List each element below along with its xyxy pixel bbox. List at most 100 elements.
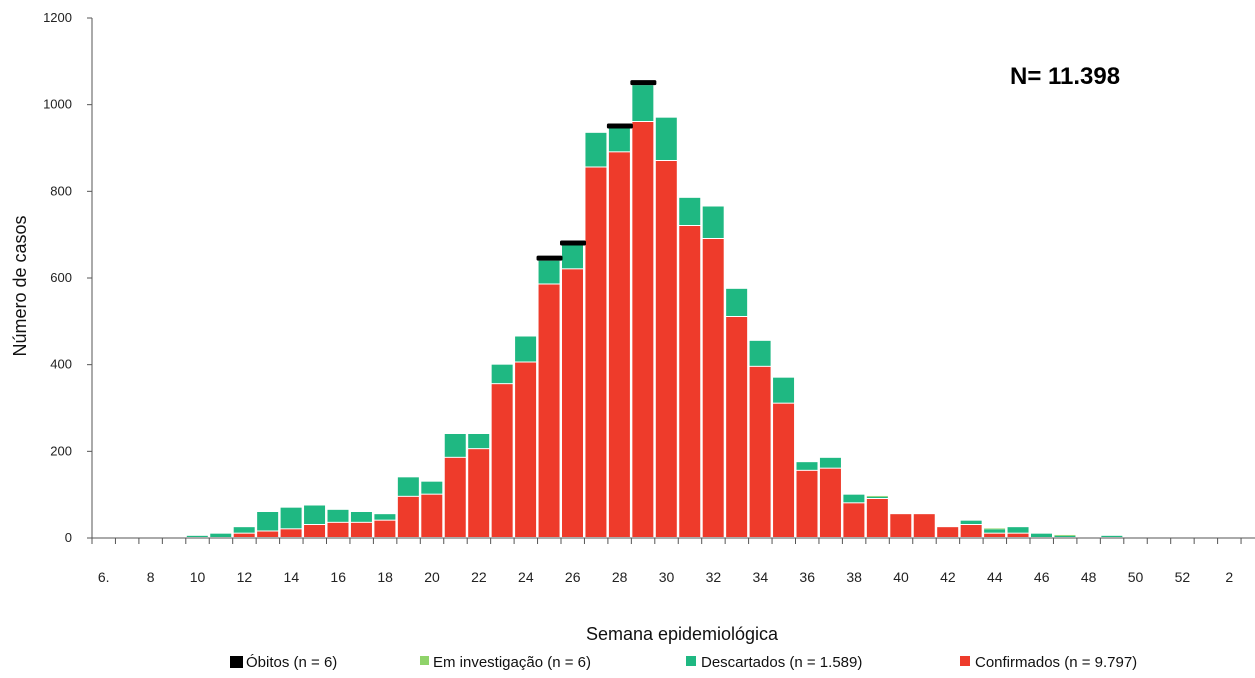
bar-confirmados-week-25	[538, 284, 560, 537]
legend-item-descartados: Descartados (n = 1.589)	[686, 654, 862, 671]
bar-confirmados-week-13	[257, 531, 279, 537]
bar-confirmados-week-28	[608, 152, 630, 538]
bar-descartados-week-23	[491, 364, 513, 384]
bar-descartados-week-26	[562, 245, 583, 269]
bar-confirmados-week-18	[374, 520, 396, 537]
legend-label-confirmados: Confirmados (n = 9.797)	[975, 654, 1137, 671]
x-tick-label: 14	[284, 569, 300, 585]
legend-label-descartados: Descartados (n = 1.589)	[701, 654, 862, 671]
bar-investigacao-week-39	[866, 495, 888, 497]
bar-descartados-week-30	[655, 117, 677, 160]
bar-descartados-week-33	[726, 288, 748, 316]
bar-descartados-week-12	[233, 527, 255, 533]
x-tick-label: 20	[424, 569, 440, 585]
bar-confirmados-week-23	[491, 384, 513, 537]
legend-label-investigacao: Em investigação (n = 6)	[433, 654, 591, 671]
bar-confirmados-week-43	[960, 525, 982, 537]
y-tick-label: 200	[50, 443, 72, 458]
bar-descartados-week-37	[819, 457, 841, 468]
y-axis-title: Número de casos	[10, 215, 30, 356]
legend-item-obitos: Óbitos (n = 6)	[230, 654, 337, 671]
x-tick-label: 38	[846, 569, 862, 585]
bar-descartados-week-28	[608, 128, 630, 152]
bar-descartados-week-24	[515, 336, 537, 362]
bar-confirmados-week-17	[350, 522, 372, 537]
x-tick-label: 28	[612, 569, 628, 585]
bar-descartados-week-39	[866, 496, 888, 498]
x-tick-label: 48	[1081, 569, 1097, 585]
bar-confirmados-week-41	[913, 514, 935, 537]
bar-confirmados-week-21	[444, 457, 466, 537]
bar-confirmados-week-38	[843, 503, 865, 537]
x-tick-label: 50	[1128, 569, 1144, 585]
death-marker-week-26	[560, 240, 586, 246]
bar-confirmados-week-12	[233, 533, 255, 537]
bar-descartados-week-25	[538, 260, 560, 284]
y-tick-label: 1200	[43, 10, 72, 25]
death-marker-week-28	[606, 123, 633, 129]
bar-descartados-week-27	[585, 132, 607, 167]
legend: Óbitos (n = 6) Em investigação (n = 6) D…	[230, 654, 1137, 671]
bar-confirmados-week-14	[280, 529, 302, 537]
bar-confirmados-week-20	[421, 494, 443, 537]
bar-descartados-week-47	[1054, 535, 1076, 537]
legend-swatch-descartados	[686, 656, 696, 666]
legend-swatch-investigacao	[420, 656, 429, 665]
x-tick-label: 42	[940, 569, 956, 585]
bar-confirmados-week-42	[937, 527, 959, 537]
x-tick-label: 36	[799, 569, 815, 585]
bar-confirmados-week-29	[632, 122, 654, 537]
bar-descartados-week-13	[257, 512, 279, 531]
bar-confirmados-week-24	[515, 362, 537, 537]
legend-item-confirmados: Confirmados (n = 9.797)	[960, 654, 1137, 671]
x-tick-label: 18	[377, 569, 393, 585]
legend-item-investigacao: Em investigação (n = 6)	[420, 654, 591, 671]
x-tick-label: 46	[1034, 569, 1050, 585]
x-tick-label: 32	[706, 569, 722, 585]
bar-descartados-week-19	[397, 477, 419, 496]
bars-layer	[186, 85, 1123, 538]
bar-confirmados-week-35	[773, 403, 795, 537]
bar-descartados-week-32	[702, 206, 724, 238]
total-cases-annotation: N= 11.398	[1010, 63, 1120, 90]
x-tick-label: 40	[893, 569, 909, 585]
bar-descartados-week-31	[679, 197, 701, 225]
x-axis: 6. 8 10 12 14 16 18 20 22 24 26 28 30 32 34 36 38 40 42 44 4…	[91, 537, 1255, 585]
death-marker-week-25	[536, 255, 563, 261]
y-tick-label: 600	[50, 270, 72, 285]
bar-descartados-week-15	[304, 505, 326, 524]
bar-confirmados-week-39	[866, 499, 888, 537]
bar-descartados-week-20	[421, 481, 443, 494]
y-axis: 0 200 400 600 800 1000 1200	[43, 10, 93, 545]
bar-descartados-week-38	[843, 494, 865, 503]
death-marker-week-29	[630, 80, 657, 86]
x-tick-label: 16	[330, 569, 346, 585]
bar-descartados-week-21	[444, 434, 466, 457]
x-tick-label: 34	[753, 569, 769, 585]
bar-descartados-week-10	[186, 535, 208, 537]
bar-descartados-week-46	[1031, 533, 1052, 537]
bar-descartados-week-29	[632, 85, 654, 121]
bar-investigacao-week-47	[1054, 534, 1076, 536]
bar-confirmados-week-33	[726, 317, 748, 537]
legend-swatch-obitos	[230, 656, 243, 668]
bar-confirmados-week-37	[819, 468, 841, 537]
legend-label-obitos: Óbitos (n = 6)	[246, 654, 337, 671]
x-tick-label: 12	[237, 569, 253, 585]
y-tick-label: 800	[50, 183, 72, 198]
bar-confirmados-week-19	[397, 496, 419, 537]
x-tick-label: 30	[659, 569, 675, 585]
y-tick-label: 400	[50, 357, 72, 372]
bar-confirmados-week-45	[1007, 533, 1029, 537]
bar-confirmados-week-31	[679, 226, 701, 537]
bar-confirmados-week-27	[585, 167, 607, 537]
x-tick-label: 8	[147, 569, 155, 585]
bar-descartados-week-35	[773, 377, 795, 403]
bar-descartados-week-44	[984, 529, 1006, 533]
bar-confirmados-week-15	[304, 525, 326, 537]
bar-descartados-week-45	[1007, 527, 1029, 533]
bar-confirmados-week-32	[702, 239, 724, 537]
bar-descartados-week-11	[210, 533, 232, 537]
x-tick-label: 52	[1175, 569, 1191, 585]
bar-descartados-week-36	[796, 462, 818, 470]
